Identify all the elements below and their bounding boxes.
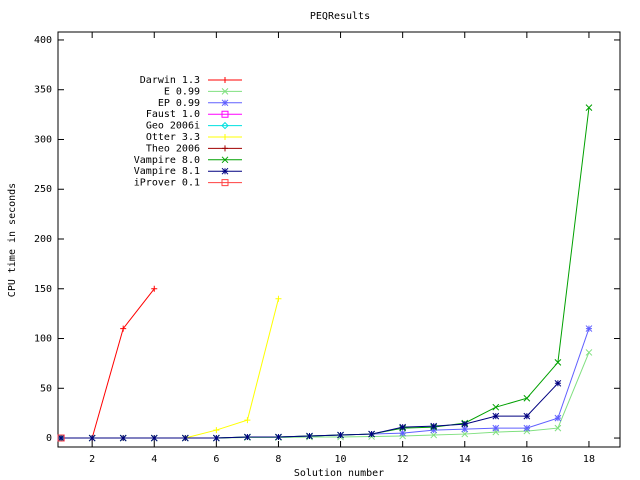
point	[244, 417, 251, 424]
x-tick-label: 8	[275, 454, 281, 465]
point	[399, 429, 407, 437]
x-tick-label: 2	[89, 454, 95, 465]
y-tick-label: 150	[34, 284, 52, 295]
x-tick-label: 16	[521, 454, 533, 465]
y-tick-label: 200	[34, 234, 52, 245]
point	[461, 430, 469, 438]
point	[221, 99, 229, 107]
x-tick-label: 12	[397, 454, 409, 465]
point	[275, 433, 282, 441]
point	[430, 422, 438, 430]
point	[430, 431, 438, 439]
point	[222, 134, 228, 140]
point	[585, 104, 593, 111]
point	[57, 434, 65, 442]
point	[221, 110, 229, 118]
point	[221, 156, 229, 164]
legend-label: Theo 2006	[146, 143, 200, 154]
point	[181, 434, 189, 442]
point	[306, 432, 313, 440]
y-tick-label: 0	[46, 433, 52, 444]
point	[554, 424, 562, 432]
y-tick-label: 350	[34, 85, 52, 96]
legend-label: EP 0.99	[158, 98, 200, 109]
point	[554, 414, 562, 422]
point	[150, 434, 158, 442]
point	[461, 425, 469, 433]
point	[492, 412, 500, 420]
point	[57, 434, 65, 442]
x-tick-label: 4	[151, 454, 157, 465]
x-tick-label: 14	[459, 454, 471, 465]
point	[554, 359, 562, 366]
point	[119, 434, 127, 442]
y-tick-label: 250	[34, 184, 52, 195]
point	[88, 434, 96, 442]
legend-label: E 0.99	[164, 86, 200, 97]
point	[221, 179, 229, 187]
point	[585, 325, 593, 332]
point	[399, 423, 407, 431]
point	[523, 424, 531, 432]
point	[554, 379, 562, 387]
legend-label: Faust 1.0	[146, 109, 200, 120]
legend-label: Darwin 1.3	[140, 75, 200, 86]
point	[120, 325, 127, 332]
x-axis-label: Solution number	[294, 468, 384, 479]
legend-label: Geo 2006i	[146, 121, 200, 132]
y-tick-label: 300	[34, 134, 52, 145]
point	[222, 77, 228, 83]
y-axis-label: CPU time in seconds	[7, 183, 18, 297]
point	[244, 433, 251, 441]
point	[523, 394, 531, 402]
point	[213, 434, 220, 442]
point	[523, 412, 531, 420]
legend-label: Otter 3.3	[146, 132, 200, 143]
x-tick-label: 6	[213, 454, 219, 465]
y-tick-label: 50	[40, 383, 52, 394]
point	[430, 426, 438, 434]
point	[337, 431, 344, 439]
point	[221, 167, 229, 175]
point	[221, 88, 229, 95]
point	[461, 420, 469, 428]
point	[222, 145, 228, 152]
point	[585, 349, 593, 356]
point	[151, 285, 158, 292]
point	[492, 424, 500, 432]
point	[368, 430, 375, 438]
legend-label: Vampire 8.0	[134, 155, 200, 166]
legend-label: Vampire 8.1	[134, 166, 200, 177]
y-tick-label: 100	[34, 334, 52, 345]
legend-label: iProver 0.1	[134, 178, 200, 189]
x-tick-label: 18	[583, 454, 595, 465]
point	[275, 295, 282, 302]
point	[213, 427, 220, 434]
x-tick-label: 10	[335, 454, 347, 465]
point	[492, 403, 500, 411]
chart-title: PEQResults	[310, 11, 370, 22]
y-tick-label: 400	[34, 35, 52, 46]
point	[221, 121, 229, 130]
